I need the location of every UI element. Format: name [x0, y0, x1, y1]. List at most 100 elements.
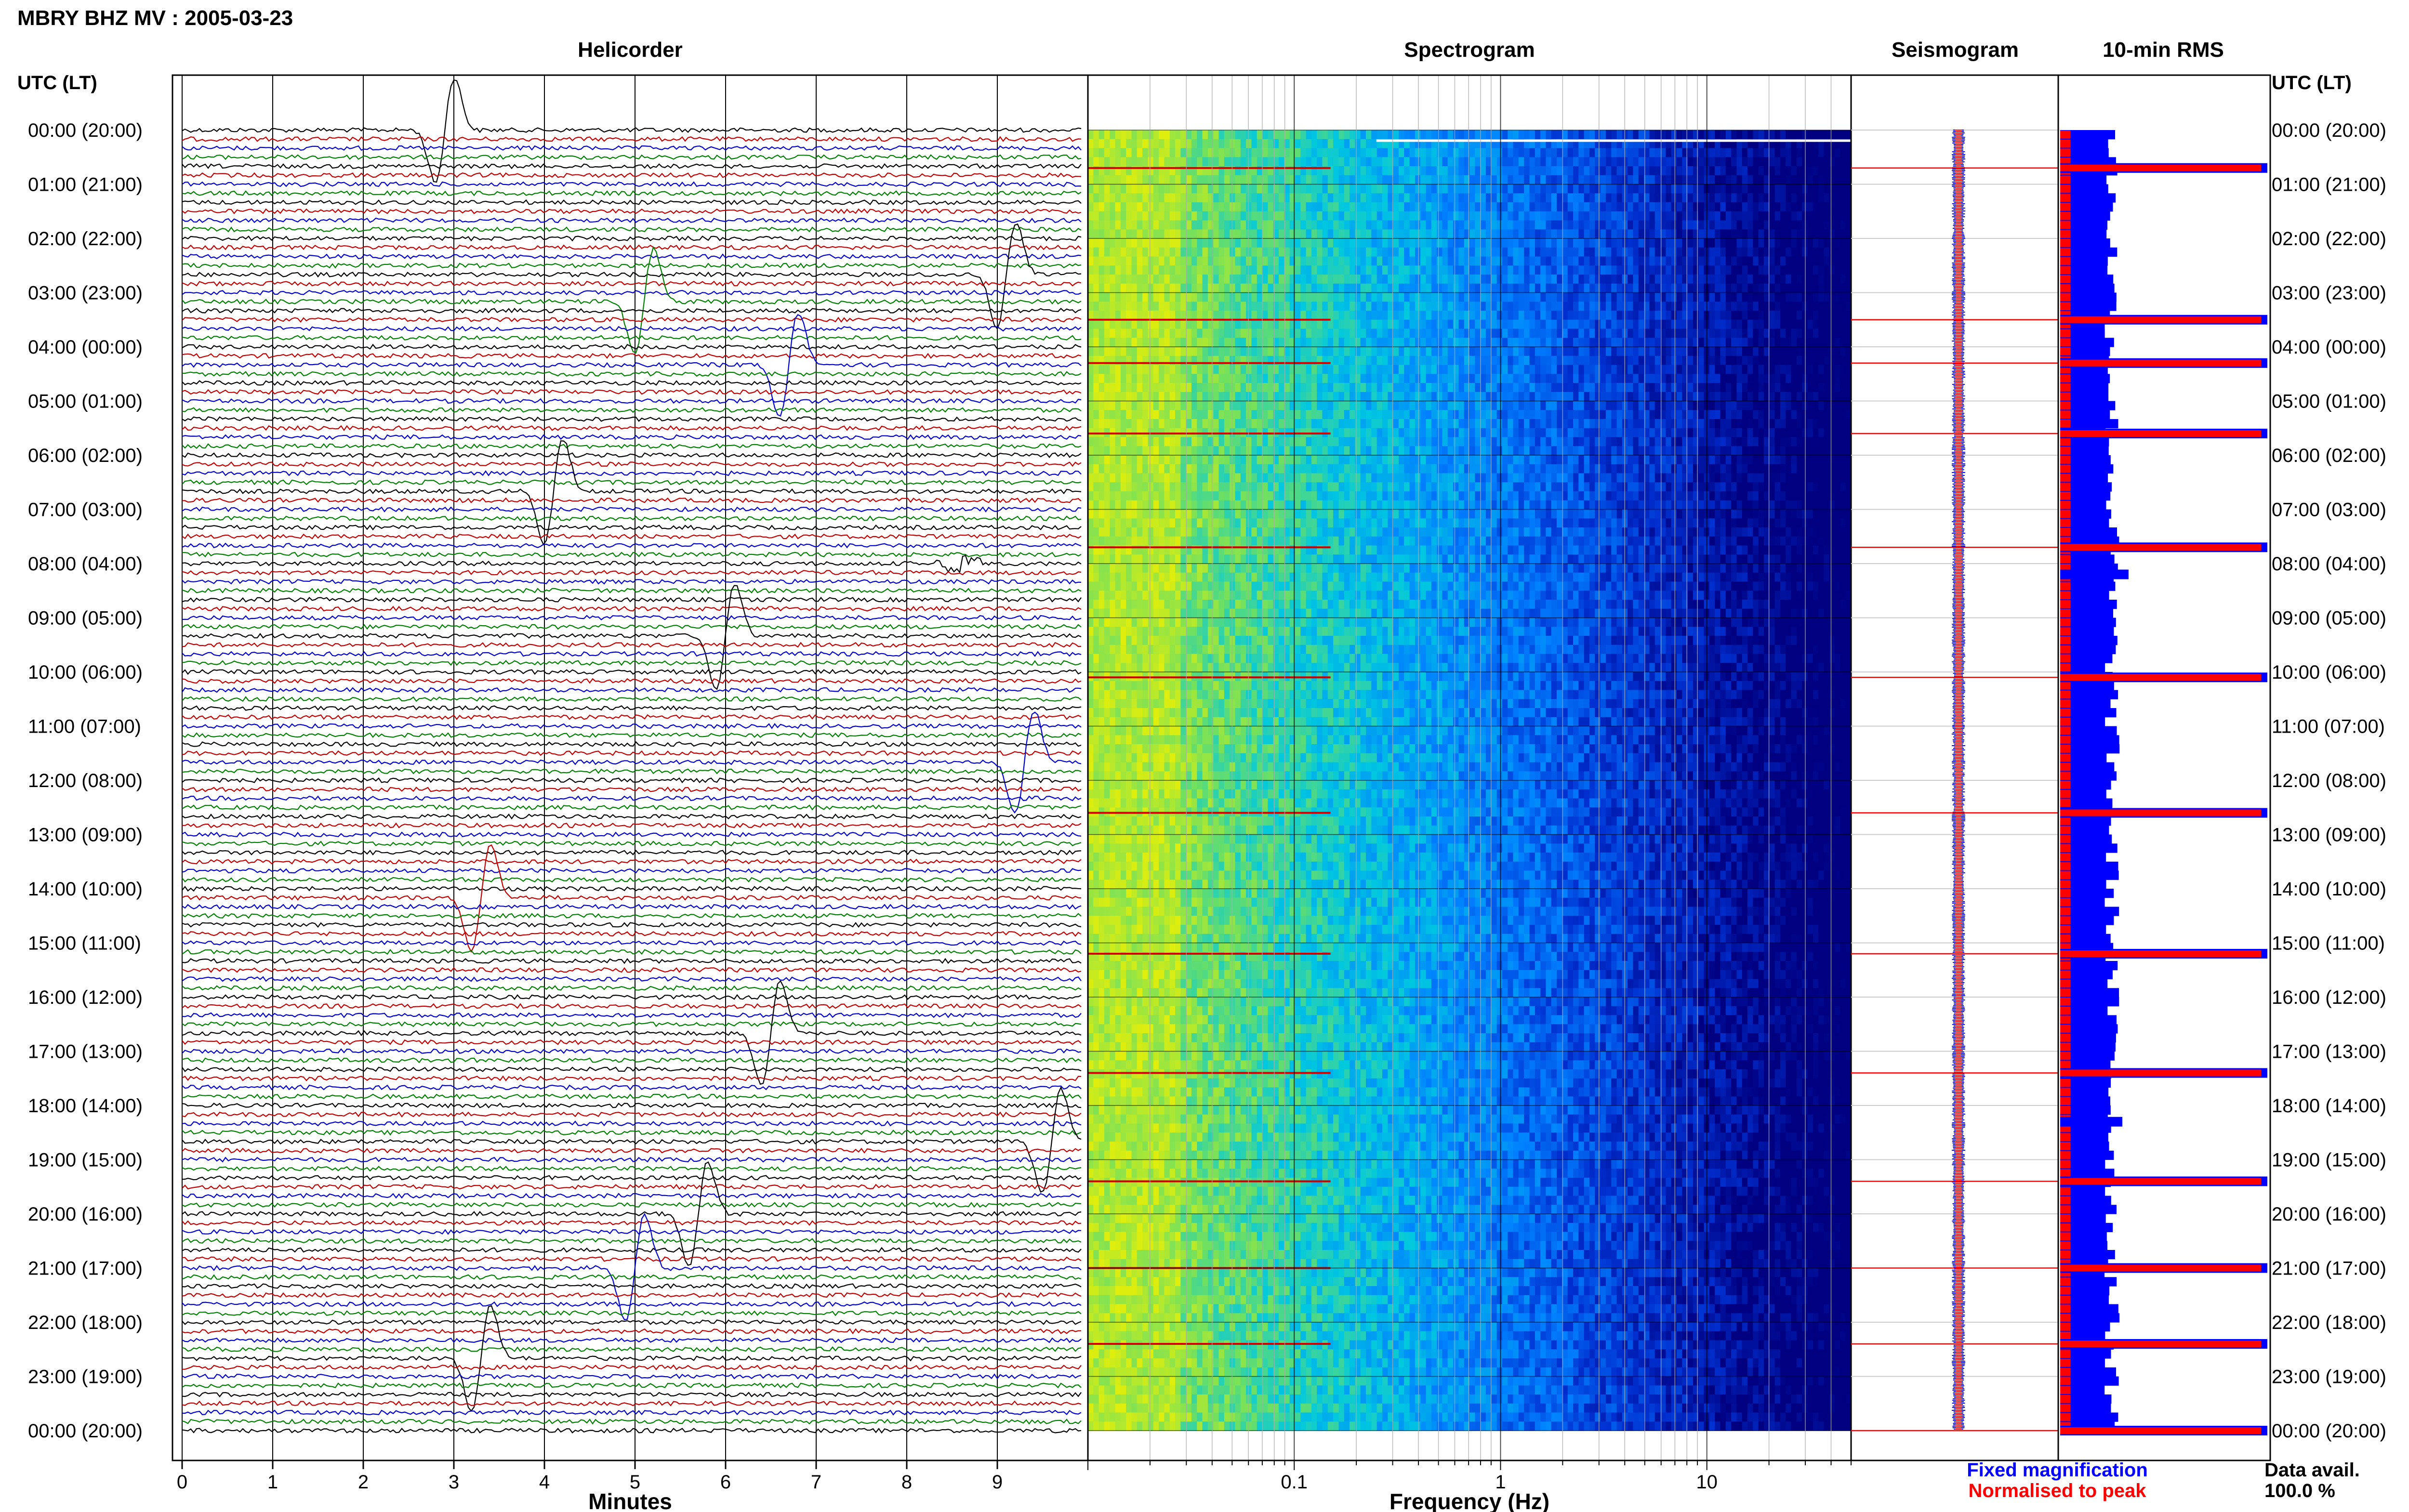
spectrogram-cell — [1404, 329, 1410, 338]
spectrogram-cell — [1207, 220, 1214, 230]
spectrogram-cell — [1279, 292, 1284, 302]
spectrogram-cell — [1693, 311, 1699, 320]
spectrogram-cell — [1230, 139, 1236, 149]
spectrogram-cell — [1845, 157, 1852, 167]
spectrogram-cell — [1404, 193, 1410, 203]
spectrogram-cell — [1807, 292, 1813, 302]
spectrogram-cell — [1142, 383, 1148, 393]
spectrogram-cell — [1791, 319, 1797, 329]
spectrogram-cell — [1447, 283, 1454, 293]
spectrogram-cell — [1197, 401, 1203, 410]
spectrogram-cell — [1791, 247, 1797, 257]
spectrogram-cell — [1540, 347, 1546, 356]
spectrogram-cell — [1273, 220, 1279, 230]
spectrogram-cell — [1169, 130, 1176, 140]
spectrogram-cell — [1355, 302, 1361, 311]
spectrogram-cell — [1447, 401, 1454, 410]
spectrogram-cell — [1682, 275, 1688, 284]
spectrogram-cell — [1633, 247, 1639, 257]
spectrogram-cell — [1344, 175, 1350, 185]
spectrogram-cell — [1327, 275, 1334, 284]
spectrogram-cell — [1224, 193, 1230, 203]
spectrogram-cell — [1431, 256, 1437, 266]
spectrogram-cell — [1268, 355, 1274, 366]
spectrogram-cell — [1295, 166, 1301, 176]
spectrogram-cell — [1535, 238, 1541, 248]
spectrogram-cell — [1202, 401, 1208, 410]
spectrogram-cell — [1731, 220, 1737, 230]
spectrogram-cell — [1126, 374, 1132, 383]
spectrogram-cell — [1742, 283, 1748, 293]
spectrogram-cell — [1682, 166, 1688, 176]
spectrogram-cell — [1638, 319, 1644, 329]
spectrogram-cell — [1845, 175, 1852, 185]
spectrogram-cell — [1736, 428, 1743, 438]
spectrogram-cell — [1180, 347, 1187, 356]
time-label-right: 07:00 (03:00) — [2272, 500, 2386, 521]
spectrogram-cell — [1786, 319, 1792, 329]
spectrogram-cell — [1447, 338, 1454, 347]
spectrogram-cell — [1164, 338, 1170, 347]
spectrogram-cell — [1426, 202, 1432, 212]
spectrogram-cell — [1311, 265, 1317, 275]
spectrogram-cell — [1169, 419, 1176, 429]
spectrogram-cell — [1758, 311, 1764, 320]
spectrogram-cell — [1311, 347, 1317, 356]
spectrogram-cell — [1426, 238, 1432, 248]
spectrogram-cell — [1693, 229, 1699, 239]
spectrogram-cell — [1088, 175, 1094, 185]
spectrogram-cell — [1774, 275, 1781, 284]
spectrogram-cell — [1508, 229, 1514, 239]
spectrogram-cell — [1327, 410, 1334, 420]
spectrogram-cell — [1191, 410, 1197, 420]
helicorder-trace — [182, 443, 1082, 449]
spectrogram-cell — [1595, 329, 1601, 338]
spectrogram-cell — [1731, 193, 1737, 203]
spectrogram-cell — [1268, 139, 1274, 149]
spectrogram-cell — [1475, 302, 1481, 311]
spectrogram-cell — [1824, 419, 1830, 429]
spectrogram-cell — [1676, 265, 1682, 275]
helicorder-frame — [172, 74, 1089, 1461]
spectrogram-cell — [1676, 365, 1682, 374]
spectrogram-cell — [1720, 319, 1726, 329]
spectrogram-cell — [1628, 347, 1633, 356]
spectrogram-cell — [1725, 392, 1732, 402]
spectrogram-cell — [1660, 311, 1666, 320]
spectrogram-cell — [1638, 392, 1644, 402]
spectrogram-cell — [1382, 311, 1388, 320]
spectrogram-cell — [1300, 283, 1307, 293]
spectrogram-cell — [1207, 401, 1214, 410]
spectrogram-cell — [1350, 238, 1355, 248]
spectrogram-cell — [1186, 166, 1192, 176]
spectrogram-cell — [1126, 211, 1132, 221]
spectrogram-cell — [1758, 275, 1764, 284]
spectrogram-cell — [1415, 238, 1421, 248]
spectrogram-cell — [1551, 419, 1557, 429]
spectrogram-cell — [1175, 275, 1181, 284]
spectrogram-cell — [1469, 338, 1475, 347]
spectrogram-cell — [1666, 238, 1672, 248]
spectrogram-cell — [1736, 184, 1743, 194]
spectrogram-cell — [1213, 211, 1219, 221]
spectrogram-cell — [1235, 410, 1241, 420]
spectrogram-cell — [1230, 383, 1236, 393]
spectrogram-cell — [1115, 220, 1121, 230]
spectrogram-cell — [1736, 202, 1743, 212]
spectrogram-cell — [1535, 428, 1541, 438]
spectrogram-cell — [1289, 139, 1296, 149]
spectrogram-cell — [1780, 311, 1786, 320]
spectrogram-cell — [1655, 374, 1661, 383]
spectrogram-cell — [1638, 383, 1644, 393]
spectrogram-cell — [1529, 311, 1535, 320]
helicorder-trace — [182, 208, 1082, 214]
spectrogram-cell — [1731, 292, 1737, 302]
spectrogram-cell — [1110, 347, 1116, 356]
spectrogram-cell — [1725, 355, 1732, 366]
spectrogram-cell — [1311, 193, 1317, 203]
spectrogram-cell — [1284, 139, 1290, 149]
spectrogram-cell — [1715, 193, 1721, 203]
spectrogram-cell — [1524, 292, 1530, 302]
spectrogram-cell — [1246, 265, 1252, 275]
spectrogram-cell — [1578, 401, 1585, 410]
